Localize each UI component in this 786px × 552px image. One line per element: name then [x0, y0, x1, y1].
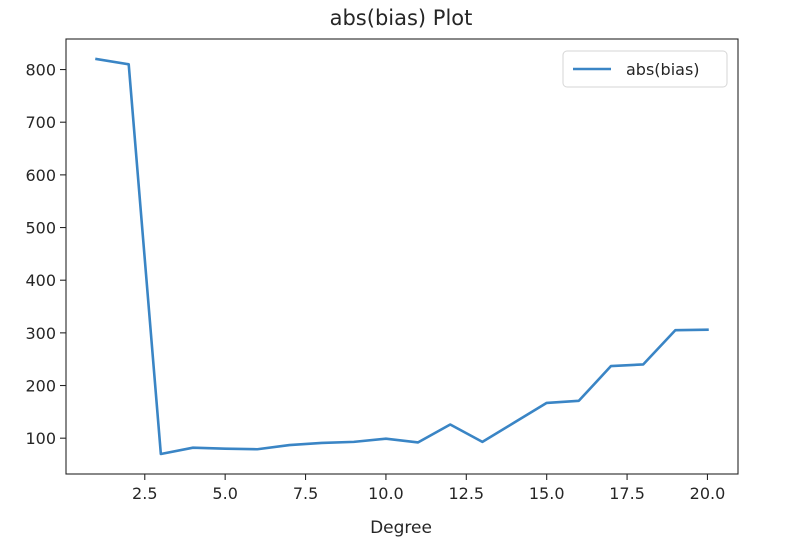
plot-frame	[65, 38, 739, 475]
x-tick-label: 7.5	[293, 484, 318, 503]
y-tick-label: 800	[25, 61, 56, 80]
x-tick-label: 5.0	[212, 484, 237, 503]
legend-box	[562, 50, 728, 88]
y-tick-label: 300	[25, 324, 56, 343]
x-axis-label: Degree	[370, 518, 432, 538]
x-tick-label: 2.5	[132, 484, 157, 503]
y-tick-label: 200	[25, 377, 56, 396]
y-tick-label: 700	[25, 113, 56, 132]
x-tick-label: 15.0	[529, 484, 565, 503]
y-tick-label: 600	[25, 166, 56, 185]
x-tick-label: 17.5	[609, 484, 645, 503]
x-tick-label: 10.0	[368, 484, 404, 503]
x-tick-label: 20.0	[690, 484, 726, 503]
chart-title: abs(bias) Plot	[330, 6, 473, 30]
y-tick-label: 500	[25, 219, 56, 238]
x-axis: 2.5 5.0 7.5 10.0 12.5 15.0 17.5 20.0	[132, 474, 725, 503]
y-tick-label: 400	[25, 271, 56, 290]
y-tick-label: 100	[25, 429, 56, 448]
series-line-0	[95, 57, 709, 456]
plot-area	[65, 38, 739, 475]
y-axis: 100 200 300 400 500 600 700 800	[25, 61, 66, 448]
legend: abs(bias)	[562, 50, 728, 88]
legend-label: abs(bias)	[626, 60, 700, 79]
x-tick-label: 12.5	[448, 484, 484, 503]
